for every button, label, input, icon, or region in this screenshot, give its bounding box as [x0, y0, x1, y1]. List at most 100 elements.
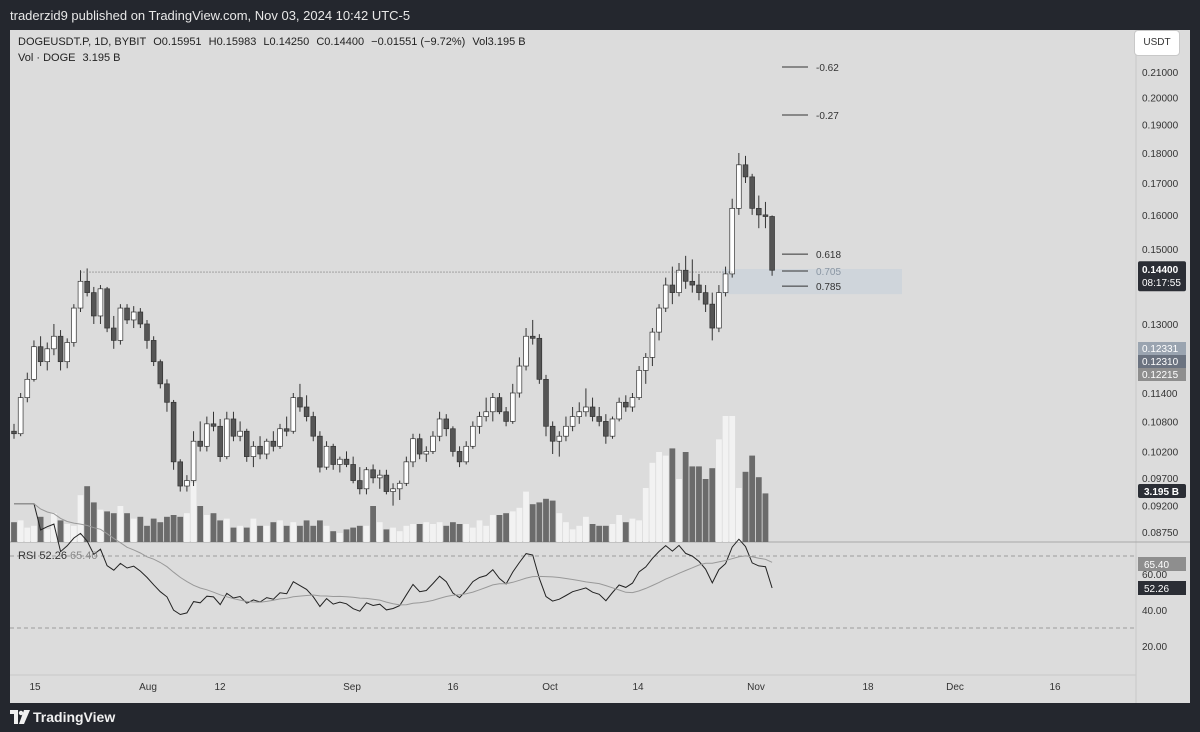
price-tick-label: 0.21000	[1142, 68, 1179, 79]
volume-bar	[716, 439, 722, 542]
rsi-tick-label: 40.00	[1142, 606, 1167, 617]
time-axis-label: 16	[447, 682, 459, 693]
price-mark-label: 0.12310	[1142, 357, 1179, 368]
price-mark-label: 0.12215	[1142, 370, 1179, 381]
time-axis-label: 18	[862, 682, 874, 693]
volume-bar	[44, 529, 51, 542]
candle-body	[390, 488, 396, 492]
price-chart[interactable]: -0.62 -0.27 0.618 0.705 0.785 0.21000 0.20000…	[10, 30, 1190, 703]
price-mark-badge	[1138, 355, 1186, 368]
candle-body	[503, 411, 509, 422]
time-axis-label: 14	[632, 682, 644, 693]
volume-bar	[569, 529, 576, 542]
candle-body	[317, 435, 323, 468]
price-tick-label: 0.13000	[1142, 320, 1179, 331]
legend-volume: Vol3.195 B	[472, 36, 526, 48]
price-mark-badge	[1138, 342, 1186, 355]
volume-bar	[403, 525, 410, 542]
chart-area[interactable]: -0.62 -0.27 0.618 0.705 0.785 0.21000 0.20000…	[10, 30, 1190, 703]
volume-bar	[250, 518, 257, 542]
volume-bar	[702, 479, 709, 542]
candle-body	[756, 208, 762, 216]
volume-bar	[396, 531, 403, 542]
volume-bar	[410, 524, 416, 542]
candle-body	[44, 348, 50, 363]
candle-body	[583, 406, 589, 413]
candle-body	[337, 458, 343, 465]
publish-info: traderzid9 published on TradingView.com,…	[10, 8, 411, 23]
candle-body	[224, 418, 230, 457]
volume-bar	[104, 511, 110, 542]
candle-body	[722, 273, 729, 293]
volume-bar	[722, 416, 729, 542]
volume-bar	[729, 416, 736, 542]
countdown-label: 08:17:55	[1142, 278, 1181, 289]
volume-bar	[157, 522, 164, 542]
candle-body	[682, 269, 689, 282]
volume-bar	[489, 515, 496, 542]
candle-body	[416, 438, 423, 455]
candle-body	[297, 397, 303, 408]
rsi-ma-value: 65.40	[70, 550, 98, 562]
candle-body	[164, 383, 170, 403]
candle-body	[496, 397, 503, 413]
volume-bar	[170, 515, 177, 542]
volume-bar	[383, 529, 390, 542]
volume-bar	[197, 506, 204, 542]
volume-bar	[150, 518, 157, 542]
volume-bar	[629, 518, 636, 542]
time-axis-label: Aug	[139, 682, 157, 693]
candle-body	[742, 164, 749, 178]
candle-body	[769, 216, 775, 271]
candle-body	[410, 438, 416, 463]
volume-bar	[529, 504, 536, 542]
candle-body	[323, 445, 330, 468]
candle-body	[476, 416, 483, 427]
candle-body	[649, 331, 656, 358]
rsi-legend: RSI 52.26 65.40	[18, 550, 98, 562]
candle-body	[350, 464, 356, 481]
price-tick-label: 0.10800	[1142, 417, 1179, 428]
rsi-value-badge-label: 52.26	[1144, 584, 1169, 595]
candle-body	[423, 451, 430, 455]
footer-bar: TradingView	[0, 703, 1200, 732]
candle-body	[117, 307, 124, 341]
candle-body	[377, 474, 383, 479]
header-bar: traderzid9 published on TradingView.com,…	[0, 0, 1200, 30]
candle-body	[576, 411, 582, 417]
last-price-label: 0.14400	[1142, 265, 1179, 276]
candle-body	[64, 342, 70, 363]
price-tick-label: 0.15000	[1142, 245, 1179, 256]
volume-bar	[117, 506, 124, 542]
currency-button[interactable]: USDT	[1134, 30, 1180, 56]
volume-bar	[277, 520, 283, 542]
candle-body	[709, 303, 715, 329]
candle-body	[11, 430, 17, 435]
volume-bar	[589, 524, 596, 542]
candle-body	[383, 474, 390, 492]
candle-body	[549, 425, 556, 442]
volume-bar	[563, 522, 569, 542]
volume-bar	[549, 500, 556, 542]
volume-bar	[124, 513, 130, 542]
candle-body	[529, 335, 536, 339]
candle-body	[523, 335, 529, 367]
volume-bar	[263, 525, 270, 542]
candle-body	[310, 416, 317, 437]
volume-bar	[317, 520, 323, 542]
volume-bar	[31, 525, 37, 542]
candle-body	[676, 269, 682, 293]
volume-bar	[762, 493, 769, 542]
volume-bar	[190, 482, 197, 542]
legend-high: H0.15983	[208, 36, 257, 48]
volume-bar	[436, 522, 443, 542]
candle-body	[729, 208, 735, 275]
candle-body	[516, 365, 523, 394]
price-tick-label: 0.11400	[1142, 389, 1178, 400]
candle-body	[470, 425, 476, 447]
price-tick-label: 0.10200	[1142, 447, 1179, 458]
candle-body	[396, 482, 403, 490]
volume-bar	[696, 466, 702, 542]
candle-body	[669, 284, 676, 293]
candle-body	[543, 378, 549, 427]
